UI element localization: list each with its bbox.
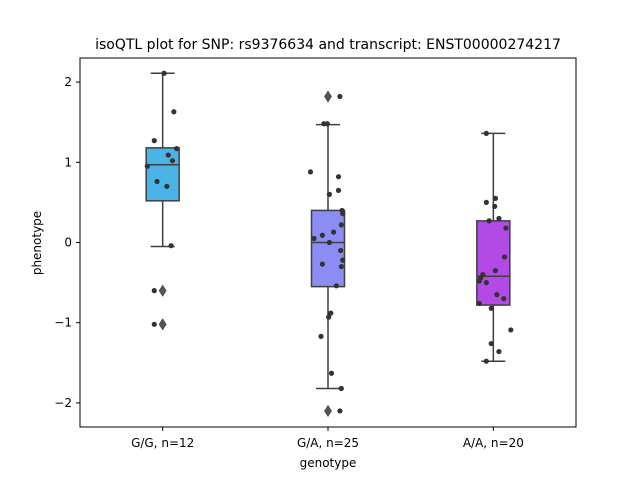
x-tick-label-1: G/A, n=25 [297,436,359,450]
data-point-23 [311,235,317,242]
data-point-52 [476,300,482,307]
data-point-25 [338,247,344,254]
data-point-6 [144,163,150,169]
data-point-29 [333,283,339,289]
data-point-3 [174,146,180,152]
data-point-34 [338,385,344,392]
data-point-4 [165,152,171,158]
outlier-diamond-1 [158,318,167,331]
data-point-32 [318,333,324,339]
data-point-48 [476,278,482,284]
outlier-diamond-3 [324,404,332,418]
data-point-19 [340,211,346,217]
y-tick-label-2: 0 [64,236,72,250]
data-point-39 [483,199,489,205]
outlier-diamond-2 [324,90,332,103]
data-point-1 [171,109,177,115]
data-point-9 [168,243,174,249]
data-point-33 [328,370,335,376]
data-point-2 [151,138,157,144]
y-tick-label-3: 1 [64,155,72,169]
data-point-8 [164,183,170,189]
data-point-28 [338,263,344,270]
data-point-5 [169,158,176,164]
x-axis-label: genotype [300,456,357,470]
data-point-54 [508,327,514,333]
y-tick-label-0: −2 [54,396,72,410]
x-tick-label-2: A/A, n=20 [463,436,524,450]
data-point-37 [483,130,489,137]
y-tick-label-1: −1 [54,316,72,330]
data-point-43 [503,225,509,231]
data-point-22 [319,232,325,238]
data-point-36 [324,121,330,127]
data-point-51 [501,296,507,302]
data-point-41 [496,215,502,222]
data-point-49 [483,280,489,286]
data-point-17 [326,191,332,197]
data-point-11 [151,321,157,327]
data-point-55 [488,340,494,347]
data-point-10 [151,288,157,294]
outlier-diamond-0 [158,284,167,297]
data-point-27 [319,261,325,267]
data-point-24 [326,239,332,246]
data-point-30 [328,310,334,316]
data-point-50 [494,292,500,298]
y-axis-label: phenotype [30,211,44,275]
data-point-56 [496,348,502,355]
data-point-14 [307,169,314,175]
data-point-31 [326,314,332,320]
data-point-53 [488,305,494,311]
data-point-45 [492,267,499,274]
data-point-26 [340,257,346,263]
data-point-15 [335,174,342,180]
data-point-40 [492,203,498,210]
data-point-20 [338,222,344,228]
data-point-35 [337,408,343,414]
data-point-16 [335,187,342,193]
box-0 [145,147,180,202]
data-point-42 [486,218,492,224]
data-point-21 [331,229,337,235]
box-2 [476,220,511,306]
data-point-0 [161,70,167,76]
data-point-12 [337,93,343,100]
chart-title: isoQTL plot for SNP: rs9376634 and trans… [95,37,561,53]
y-tick-label-4: 2 [64,75,72,89]
data-point-7 [154,178,160,185]
data-point-44 [501,254,508,260]
plot-area: −2 −1 0 1 2 G/G, n=12 G/A, n=25 A/A, n=20 [54,57,577,450]
x-tick-label-0: G/G, n=12 [131,436,194,450]
data-point-38 [492,195,499,201]
data-point-57 [483,358,489,364]
